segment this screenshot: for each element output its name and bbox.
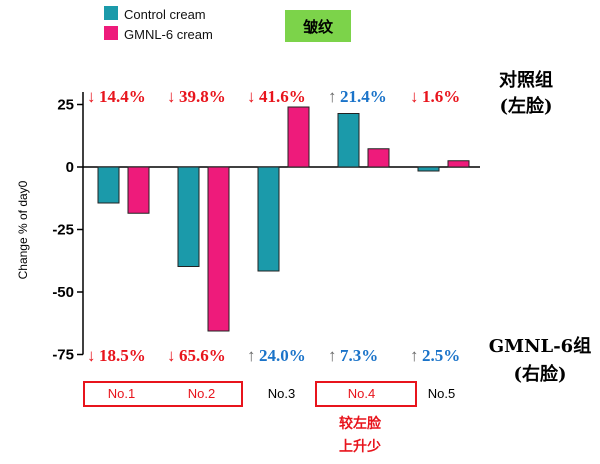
bar-gmnl6 bbox=[127, 166, 150, 214]
side-label-bottom-line2: (右脸) bbox=[513, 363, 566, 385]
top-annotation-value: 41.6% bbox=[259, 87, 306, 106]
top-annotation-arrow: ↓ bbox=[247, 87, 256, 106]
bar-gmnl6 bbox=[447, 160, 470, 168]
chart-title: 皱纹 bbox=[302, 18, 334, 36]
side-label-top-line2: (左脸) bbox=[499, 95, 552, 117]
category-label: No.2 bbox=[188, 386, 215, 401]
bar-gmnl6 bbox=[367, 148, 390, 168]
bar-control bbox=[257, 166, 280, 272]
highlight-box-no4 bbox=[315, 381, 417, 407]
bottom-annotation-arrow: ↑ bbox=[247, 346, 256, 365]
bar-control bbox=[97, 166, 120, 204]
chart-title-badge bbox=[285, 10, 351, 42]
legend-label-gmnl6: GMNL-6 cream bbox=[124, 27, 213, 42]
category-label: No.5 bbox=[428, 386, 455, 401]
y-tick-label: -50 bbox=[52, 284, 74, 301]
top-annotation-arrow: ↓ bbox=[87, 87, 96, 106]
category-label: No.1 bbox=[108, 386, 135, 401]
top-annotation-arrow: ↓ bbox=[410, 87, 419, 106]
note-line2: 上升少 bbox=[339, 438, 381, 455]
top-annotation-value: 1.6% bbox=[422, 87, 460, 106]
note-line1: 较左脸 bbox=[339, 415, 382, 432]
bottom-annotation-arrow: ↓ bbox=[87, 346, 96, 365]
side-label-top-line1: 对照组 bbox=[499, 69, 553, 91]
legend-label-control: Control cream bbox=[124, 7, 206, 22]
bottom-annotation-value: 65.6% bbox=[179, 346, 226, 365]
top-annotation-value: 39.8% bbox=[179, 87, 226, 106]
bar-gmnl6 bbox=[287, 106, 310, 168]
bar-control bbox=[177, 166, 200, 267]
legend: Control cream GMNL-6 cream bbox=[104, 6, 213, 42]
bottom-annotation-value: 7.3% bbox=[340, 346, 378, 365]
y-tick-label: -75 bbox=[52, 347, 74, 364]
legend-swatch-control bbox=[104, 6, 118, 20]
y-tick-label: 25 bbox=[57, 97, 74, 114]
bottom-annotation-value: 24.0% bbox=[259, 346, 306, 365]
y-axis-label: Change % of day0 bbox=[16, 180, 30, 279]
top-annotation-arrow: ↓ bbox=[167, 87, 176, 106]
bottom-annotation-value: 18.5% bbox=[99, 346, 146, 365]
category-label: No.4 bbox=[348, 386, 375, 401]
y-tick-label: 0 bbox=[66, 159, 74, 176]
highlight-box-no1-no2 bbox=[83, 381, 243, 407]
bar-gmnl6 bbox=[207, 166, 230, 332]
bottom-annotation-arrow: ↑ bbox=[410, 346, 419, 365]
bar-control bbox=[337, 113, 360, 168]
bottom-annotation-value: 2.5% bbox=[422, 346, 460, 365]
bottom-annotation-arrow: ↑ bbox=[328, 346, 337, 365]
legend-swatch-gmnl6 bbox=[104, 26, 118, 40]
top-annotation-value: 14.4% bbox=[99, 87, 146, 106]
category-label: No.3 bbox=[268, 386, 295, 401]
top-annotation-value: 21.4% bbox=[340, 87, 387, 106]
side-label-bottom-line1: GMNL-6组 bbox=[489, 335, 591, 357]
top-annotation-arrow: ↑ bbox=[328, 87, 337, 106]
bottom-annotation-arrow: ↓ bbox=[167, 346, 176, 365]
bar-control bbox=[417, 166, 440, 172]
y-tick-label: -25 bbox=[52, 222, 74, 239]
plot-area: 250-25-50-75↓ 14.4% ↓ 39.8% ↓ 41.6% ↑ 21.4% ↓ 1.6… bbox=[52, 87, 480, 407]
